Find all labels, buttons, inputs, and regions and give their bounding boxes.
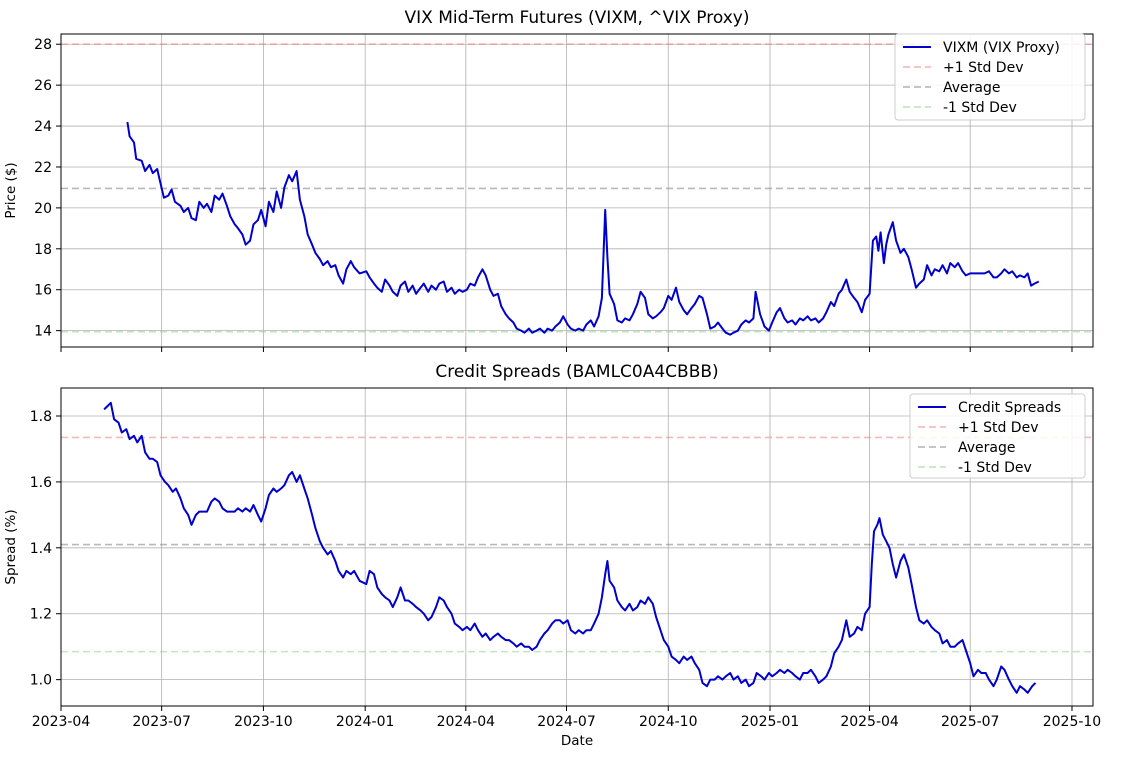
legend-label: -1 Std Dev (943, 100, 1017, 116)
x-tick-label: 2024-04 (437, 714, 496, 730)
series-line-1 (103, 401, 1037, 694)
chart-title: VIX Mid-Term Futures (VIXM, ^VIX Proxy) (405, 8, 750, 28)
y-tick-label: 22 (34, 160, 52, 176)
x-tick-label: 2024-10 (639, 714, 698, 730)
legend: VIXM (VIX Proxy) +1 Std Dev Average -1 Std … (894, 33, 1086, 121)
y-tick-label: 18 (34, 242, 52, 258)
legend-label: Average (943, 80, 1001, 96)
legend-label: +1 Std Dev (943, 60, 1023, 76)
x-tick-label: 2024-07 (537, 714, 596, 730)
y-axis-label: Spread (%) (3, 509, 19, 584)
y-tick-label: 24 (34, 119, 52, 135)
x-tick-label: 2025-04 (840, 714, 899, 730)
legend-label: Average (958, 440, 1016, 456)
plot-frame (60, 33, 1094, 348)
y-tick-label: 1.8 (30, 409, 52, 425)
legend-box (894, 33, 1086, 121)
chart-panel-1: 14 16 18 20 22 24 26 28 VIX Mid-Term Futures (VI… (3, 8, 1094, 352)
x-tick-label: 2025-01 (741, 714, 800, 730)
x-tick-label: 2025-10 (1043, 714, 1102, 730)
y-tick-label: 20 (34, 201, 52, 217)
y-tick-label: 16 (34, 283, 52, 299)
series-line-1 (126, 121, 1040, 336)
legend: Credit Spreads +1 Std Dev Average -1 Std De… (909, 393, 1086, 479)
legend-label: -1 Std Dev (958, 460, 1032, 476)
x-tick-label: 2023-04 (32, 714, 91, 730)
x-tick-label: 2023-07 (132, 714, 191, 730)
y-tick-label: 14 (34, 324, 52, 340)
x-tick-label: 2023-10 (234, 714, 293, 730)
legend-label: Credit Spreads (958, 400, 1061, 416)
y-axis-label: Price ($) (3, 162, 19, 218)
y-tick-label: 1.2 (30, 607, 52, 623)
y-tick-label: 26 (34, 78, 52, 94)
y-tick-label: 28 (34, 37, 52, 53)
legend-label: +1 Std Dev (958, 420, 1038, 436)
chart-panel-2: 1.0 1.2 1.4 1.6 1.8 2023-04 2023-07 2023-10 2024… (3, 362, 1101, 749)
x-tick-label: 2025-07 (941, 714, 1000, 730)
x-axis-label: Date (561, 733, 593, 749)
y-tick-label: 1.4 (30, 541, 52, 557)
y-tick-label: 1.6 (30, 475, 52, 491)
legend-label: VIXM (VIX Proxy) (943, 40, 1060, 56)
legend-box (909, 393, 1086, 479)
chart-title: Credit Spreads (BAMLC0A4CBBB) (435, 362, 718, 382)
plot-frame (60, 387, 1094, 707)
x-tick-label: 2024-01 (336, 714, 395, 730)
y-tick-label: 1.0 (30, 673, 52, 689)
